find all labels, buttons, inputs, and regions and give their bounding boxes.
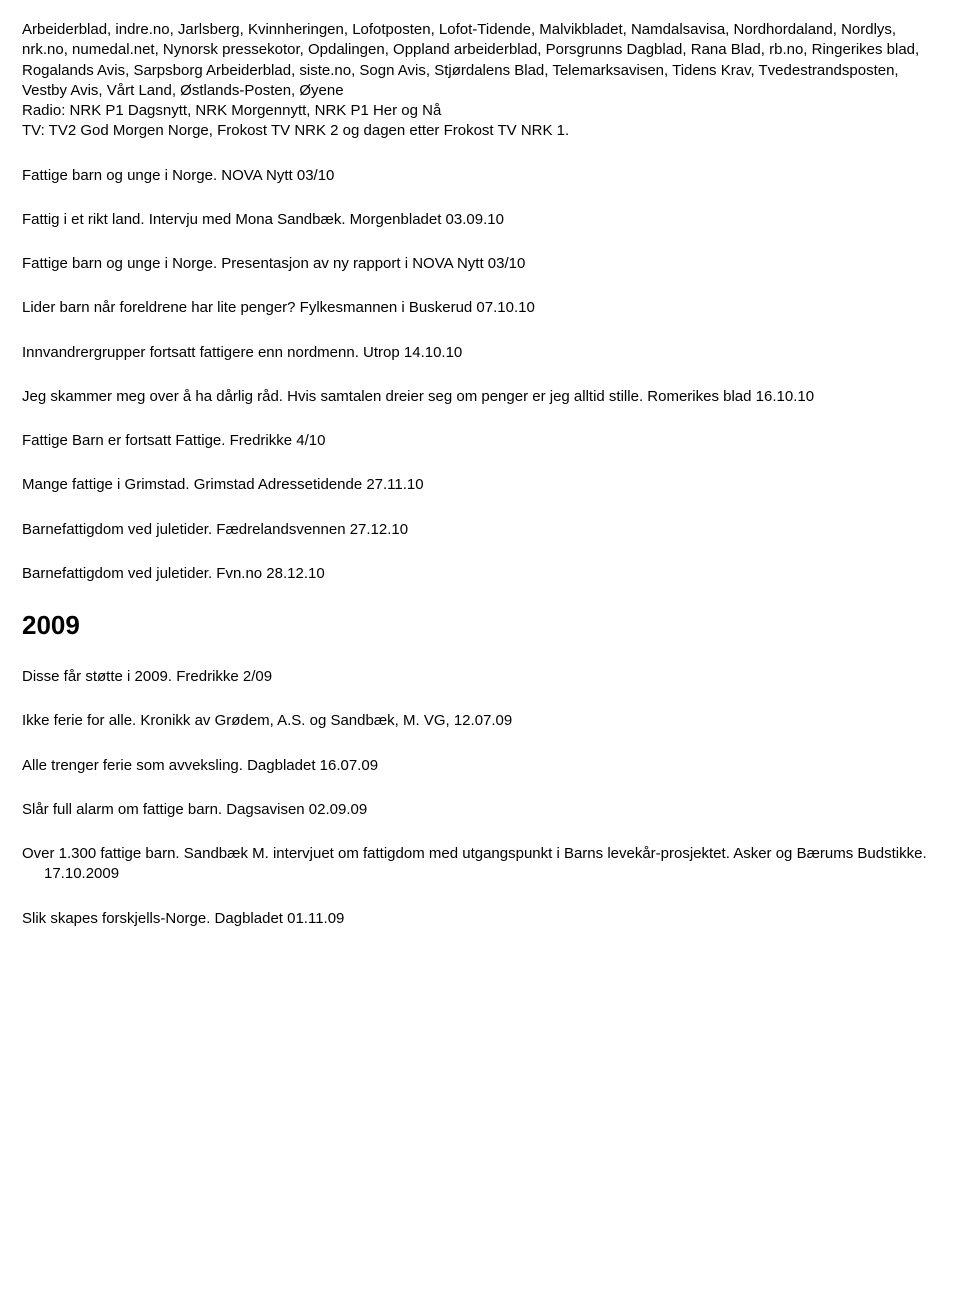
- entry-2010-1: Fattig i et rikt land. Intervju med Mona…: [22, 210, 938, 230]
- entry-2009-3: Slår full alarm om fattige barn. Dagsavi…: [22, 800, 938, 820]
- intro-line2: Radio: NRK P1 Dagsnytt, NRK Morgennytt, …: [22, 102, 441, 119]
- entry-2009-5: Slik skapes forskjells-Norge. Dagbladet …: [22, 909, 938, 929]
- entry-2010-3: Lider barn når foreldrene har lite penge…: [22, 298, 938, 318]
- intro-block: Arbeiderblad, indre.no, Jarlsberg, Kvinn…: [22, 20, 938, 142]
- intro-line3: TV: TV2 God Morgen Norge, Frokost TV NRK…: [22, 122, 569, 139]
- entry-2010-5: Jeg skammer meg over å ha dårlig råd. Hv…: [22, 387, 938, 407]
- intro-line1: Arbeiderblad, indre.no, Jarlsberg, Kvinn…: [22, 21, 919, 99]
- entry-2010-9: Barnefattigdom ved juletider. Fvn.no 28.…: [22, 564, 938, 584]
- year-heading-2009: 2009: [22, 608, 938, 643]
- entry-2009-2: Alle trenger ferie som avveksling. Dagbl…: [22, 756, 938, 776]
- entry-2009-1: Ikke ferie for alle. Kronikk av Grødem, …: [22, 711, 938, 731]
- entry-2009-0: Disse får støtte i 2009. Fredrikke 2/09: [22, 667, 938, 687]
- entry-2010-8: Barnefattigdom ved juletider. Fædrelands…: [22, 520, 938, 540]
- entry-2010-7: Mange fattige i Grimstad. Grimstad Adres…: [22, 475, 938, 495]
- entry-2010-4: Innvandrergrupper fortsatt fattigere enn…: [22, 343, 938, 363]
- entry-2010-2: Fattige barn og unge i Norge. Presentasj…: [22, 254, 938, 274]
- entry-2010-6: Fattige Barn er fortsatt Fattige. Fredri…: [22, 431, 938, 451]
- entry-2010-0: Fattige barn og unge i Norge. NOVA Nytt …: [22, 166, 938, 186]
- entry-2009-4: Over 1.300 fattige barn. Sandbæk M. inte…: [22, 844, 938, 885]
